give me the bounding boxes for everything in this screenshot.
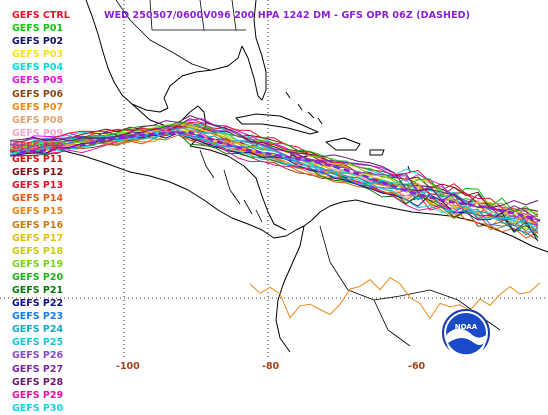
member-contour: [9, 132, 539, 242]
legend-entry: GEFS P21: [12, 284, 64, 296]
member-contour: [9, 125, 539, 230]
legend-entry: GEFS P13: [12, 180, 64, 192]
ensemble-contours: [9, 115, 541, 320]
legend-entry: GEFS P06: [12, 88, 64, 100]
lat-lon-grid: [0, 0, 548, 360]
legend-entry: GEFS CTRL: [12, 10, 70, 21]
legend-entry: GEFS P23: [12, 311, 64, 323]
map-title: WED 250507/0600V096 200 HPA 1242 DM - GF…: [104, 10, 471, 21]
longitude-label: -80: [262, 361, 280, 372]
legend-entry: GEFS P09: [12, 127, 64, 139]
member-contour: [9, 131, 539, 226]
legend-entry: GEFS P28: [12, 376, 64, 388]
legend-entry: GEFS P02: [12, 36, 64, 48]
legend-entry: GEFS P17: [12, 232, 64, 244]
legend-entry: GEFS P14: [12, 193, 64, 205]
ensemble-legend: GEFS CTRL GEFS P01 GEFS P02 GEFS P03 GEFS P0…: [12, 9, 70, 415]
member-contour: [9, 130, 539, 232]
longitude-label: -60: [408, 361, 426, 372]
legend-entry: GEFS P22: [12, 298, 64, 310]
legend-entry: GEFS P05: [12, 75, 64, 87]
legend-entry: GEFS P01: [12, 23, 64, 35]
legend-entry: GEFS P03: [12, 49, 64, 61]
member-contour: [9, 131, 539, 241]
longitude-label: -100: [116, 361, 140, 372]
legend-entry: GEFS P24: [12, 324, 64, 336]
member-contour: [9, 122, 539, 221]
legend-entry: GEFS P26: [12, 350, 64, 362]
legend-entry: GEFS P18: [12, 245, 64, 257]
legend-entry: GEFS P19: [12, 258, 64, 270]
legend-entry: GEFS P12: [12, 167, 64, 179]
legend-entry: GEFS P15: [12, 206, 64, 218]
legend-entry: GEFS P16: [12, 219, 64, 231]
member-contour: [9, 115, 539, 209]
noaa-logo: NOAA: [442, 309, 490, 359]
legend-entry: GEFS P07: [12, 101, 64, 113]
legend-entry: GEFS P11: [12, 154, 64, 166]
member-contour: [9, 118, 539, 221]
coastlines: [39, 0, 548, 353]
legend-entry: GEFS P20: [12, 271, 64, 283]
legend-entry: GEFS P30: [12, 402, 64, 414]
legend-entry: GEFS P27: [12, 363, 64, 375]
member-contour: [9, 121, 539, 222]
noaa-logo-text: NOAA: [455, 323, 478, 331]
legend-entry: GEFS P25: [12, 337, 64, 349]
legend-entry: GEFS P29: [12, 389, 64, 401]
member-contour: [249, 277, 541, 320]
legend-entry: GEFS P04: [12, 62, 64, 74]
legend-entry: GEFS P08: [12, 114, 64, 126]
legend-entry: GEFS P10: [12, 140, 64, 152]
gfs-operational-contour: [19, 130, 541, 222]
